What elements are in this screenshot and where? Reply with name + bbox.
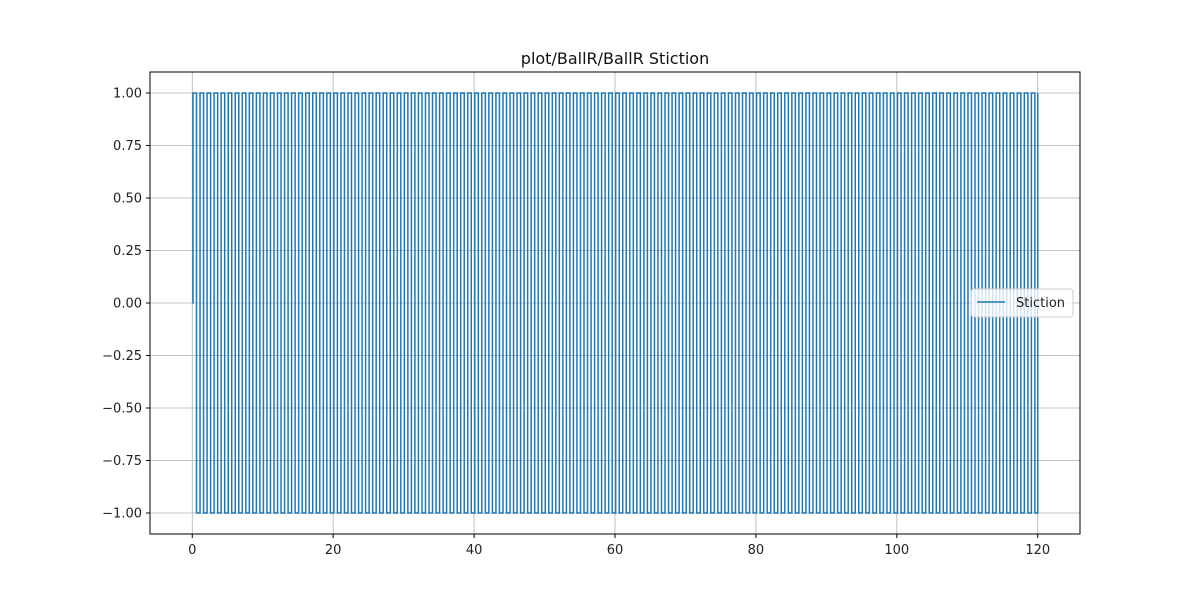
y-tick-label: 0.50 bbox=[113, 192, 142, 207]
y-tick-label: −1.00 bbox=[102, 507, 142, 522]
x-tick-label: 0 bbox=[188, 543, 196, 558]
y-tick-label: 0.75 bbox=[113, 139, 142, 154]
series-line-stiction bbox=[192, 92, 1039, 514]
y-tick-label: −0.75 bbox=[102, 454, 142, 469]
legend-label-stiction: Stiction bbox=[1016, 296, 1065, 311]
legend: Stiction bbox=[970, 288, 1074, 318]
x-tick-label: 80 bbox=[748, 543, 765, 558]
y-tick-label: 0.25 bbox=[113, 244, 142, 259]
legend-box bbox=[970, 288, 1074, 318]
x-tick-label: 60 bbox=[607, 543, 624, 558]
x-tick-label: 40 bbox=[466, 543, 483, 558]
x-tick-label: 20 bbox=[325, 543, 342, 558]
y-tick-label: 0.00 bbox=[113, 297, 142, 312]
y-tick-label: 1.00 bbox=[113, 87, 142, 102]
y-tick-label: −0.25 bbox=[102, 349, 142, 364]
y-tick-label: −0.50 bbox=[102, 402, 142, 417]
x-axis: 0 20 40 60 80 100 120 bbox=[188, 534, 1050, 558]
x-tick-label: 100 bbox=[884, 543, 909, 558]
plot-area bbox=[192, 92, 1039, 514]
x-tick-label: 120 bbox=[1025, 543, 1050, 558]
y-axis: 1.00 0.75 0.50 0.25 0.00 −0.25 −0.50 −0.75 −1.00 bbox=[102, 87, 150, 522]
chart-title: plot/BallR/BallR Stiction bbox=[521, 49, 709, 68]
